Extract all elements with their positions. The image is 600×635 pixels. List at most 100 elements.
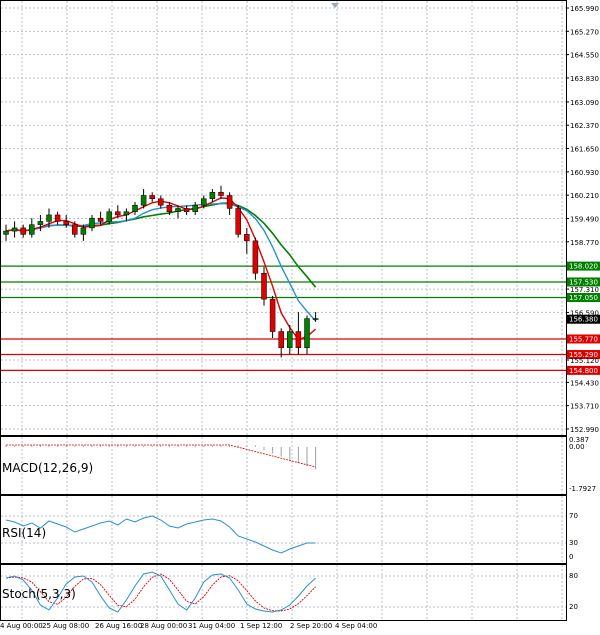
macd-signal-line <box>6 444 316 468</box>
candle-body <box>123 211 130 216</box>
level-tag <box>567 334 600 344</box>
candle-body <box>149 195 155 199</box>
level-tag-label: 154.800 <box>569 367 598 375</box>
candle-body <box>80 227 87 235</box>
current-price-tag <box>567 314 600 324</box>
price-tick-label: 160.210 <box>570 192 599 200</box>
candle-body <box>11 227 18 232</box>
level-lines: 158.020 157.530 157.050 155.770 155.290 154.8… <box>1 261 600 375</box>
price-tick-label: 152.990 <box>570 426 599 434</box>
candle-body <box>3 230 9 235</box>
macd-tick-label: 0.00 <box>569 443 585 451</box>
rsi-label: RSI(14) <box>2 526 46 540</box>
rsi-tick-label: 70 <box>569 512 578 520</box>
scroll-marker-icon[interactable] <box>331 3 339 8</box>
candle-body <box>106 211 112 222</box>
stoch-tick-label: 20 <box>569 603 578 611</box>
stoch-tick-label: 80 <box>569 572 578 580</box>
candle-body <box>89 217 95 229</box>
time-tick-label: 25 Aug 08:00 <box>42 622 89 630</box>
time-tick-label: 31 Aug 04:00 <box>188 622 235 630</box>
price-tick-label: 165.270 <box>570 28 599 36</box>
time-tick-label: 1 Sep 12:00 <box>240 622 282 630</box>
rsi-line <box>5 515 316 554</box>
time-tick-label: 2 Sep 20:00 <box>290 622 332 630</box>
level-tag-label: 158.020 <box>569 263 598 271</box>
rsi-tick-label: 0 <box>569 553 573 561</box>
candle-body <box>278 331 284 348</box>
price-tick-label: 156.590 <box>570 309 599 317</box>
macd-label: MACD(12,26,9) <box>2 461 93 475</box>
price-tick-label: 157.310 <box>570 286 599 294</box>
candle-body <box>209 192 216 199</box>
price-tick-label: 160.930 <box>570 169 599 177</box>
candle-body <box>20 227 26 235</box>
price-tick-label: 164.550 <box>570 52 599 60</box>
price-tick-label: 163.830 <box>570 75 599 83</box>
candle-body <box>29 224 35 235</box>
level-tag <box>567 261 600 271</box>
level-tag-label: 157.530 <box>569 278 598 286</box>
time-tick-label: 28 Aug 00:00 <box>140 622 187 630</box>
candle-body <box>115 211 121 216</box>
price-tick-label: 161.650 <box>570 146 599 154</box>
current-price-label: 156.380 <box>569 316 598 324</box>
stoch-label: Stoch(5,3,3) <box>2 587 76 601</box>
level-tag-label: 155.770 <box>569 335 598 343</box>
price-tick-label: 159.490 <box>570 216 599 224</box>
candle-body <box>192 204 198 212</box>
price-tick-label: 165.990 <box>570 5 599 13</box>
macd-tick-label: 0.387 <box>569 436 589 444</box>
rsi-panel[interactable] <box>0 495 567 564</box>
level-tag <box>567 277 600 287</box>
candle-body <box>201 198 207 206</box>
candle-body <box>312 318 319 320</box>
macd-tick-label: -1.7927 <box>569 485 596 493</box>
chart-grid <box>1 1 566 620</box>
level-tag-label: 157.050 <box>569 294 598 302</box>
level-tag <box>567 293 600 303</box>
level-tag <box>567 350 600 360</box>
price-tick-label: 163.090 <box>570 99 599 107</box>
candle-body <box>175 208 181 212</box>
candle-body <box>54 214 61 222</box>
candle-body <box>46 214 52 222</box>
candle-body <box>158 198 164 206</box>
candle-body <box>244 234 250 242</box>
candle-body <box>218 192 224 196</box>
price-tick-label: 155.120 <box>570 357 599 365</box>
level-tag <box>567 365 600 375</box>
candle-body <box>72 224 78 235</box>
candle-body <box>226 195 233 209</box>
time-tick-label: 4 Aug 00:00 <box>0 622 43 630</box>
price-tick-label: 154.430 <box>570 379 599 387</box>
candle-body <box>97 217 104 222</box>
candle-body <box>295 331 302 348</box>
candlesticks <box>3 185 319 358</box>
candle-body <box>166 204 173 212</box>
rsi-tick-label: 30 <box>569 539 578 547</box>
candle-body <box>287 331 293 348</box>
candle-body <box>183 208 190 212</box>
candle-body <box>37 221 44 225</box>
candle-body <box>261 272 267 300</box>
price-tick-label: 153.710 <box>570 403 599 411</box>
stoch-main-line <box>5 571 316 613</box>
candle-body <box>140 195 147 206</box>
time-tick-label: 4 Sep 04:00 <box>335 622 377 630</box>
stoch-signal-line <box>5 573 316 612</box>
candle-body <box>132 204 138 212</box>
candle-body <box>304 318 310 348</box>
candle-body <box>63 221 69 225</box>
price-axis: 165.990 165.270 164.550 163.830 163.090 162.3… <box>566 5 599 434</box>
price-tick-label: 162.370 <box>570 122 599 130</box>
stoch-panel[interactable] <box>0 564 567 621</box>
price-tick-label: 158.770 <box>570 239 599 247</box>
level-tag-label: 155.290 <box>569 351 598 359</box>
candle-body <box>235 208 241 235</box>
time-tick-label: 26 Aug 16:00 <box>95 622 142 630</box>
candle-body <box>269 298 276 332</box>
